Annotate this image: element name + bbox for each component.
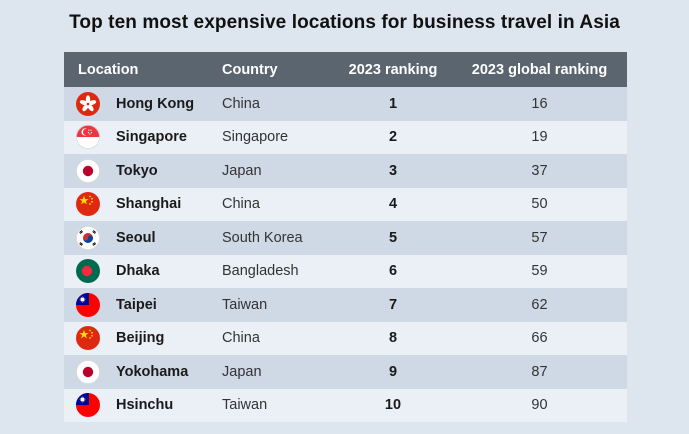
china-flag-icon — [76, 326, 100, 351]
ranking-cell: 9 — [388, 363, 398, 380]
taiwan-flag-icon — [76, 292, 100, 317]
table-header: Location Country 2023 ranking 2023 globa… — [64, 52, 627, 87]
global-ranking-cell: 57 — [531, 229, 548, 246]
table-row: Shanghai China 4 50 — [64, 187, 627, 221]
location-name: Beijing — [116, 330, 165, 347]
country-cell: Taiwan — [222, 296, 268, 313]
location-name: Yokohama — [116, 363, 189, 380]
taiwan-flag-icon — [76, 393, 100, 418]
ranking-cell: 7 — [388, 296, 398, 313]
location-cell: Beijing — [64, 326, 222, 351]
page-title: Top ten most expensive locations for bus… — [69, 12, 620, 33]
japan-flag-icon — [76, 359, 100, 384]
ranking-table: Location Country 2023 ranking 2023 globa… — [64, 52, 627, 422]
global-ranking-cell: 37 — [531, 162, 548, 179]
location-cell: Yokohama — [64, 359, 222, 384]
location-name: Tokyo — [116, 162, 158, 179]
global-ranking-cell: 19 — [531, 129, 548, 146]
japan-flag-icon — [76, 158, 100, 183]
location-cell: Singapore — [64, 125, 222, 150]
table-row: Dhaka Bangladesh 6 59 — [64, 254, 627, 288]
global-ranking-cell: 50 — [531, 196, 548, 213]
header-country: Country — [222, 61, 278, 78]
location-name: Hong Kong — [116, 95, 195, 112]
ranking-cell: 6 — [388, 263, 398, 280]
table-row: Yokohama Japan 9 87 — [64, 355, 627, 389]
table-row: Hsinchu Taiwan 10 90 — [64, 388, 627, 422]
country-cell: China — [222, 95, 260, 112]
header-ranking: 2023 ranking — [348, 61, 438, 78]
global-ranking-cell: 62 — [531, 296, 548, 313]
location-cell: Hsinchu — [64, 393, 222, 418]
location-name: Singapore — [116, 129, 187, 146]
location-name: Dhaka — [116, 263, 160, 280]
south-korea-flag-icon — [76, 225, 100, 250]
table-row: Taipei Taiwan 7 62 — [64, 288, 627, 322]
location-cell: Hong Kong — [64, 91, 222, 116]
table-row: Hong Kong China 1 16 — [64, 87, 627, 121]
ranking-cell: 4 — [388, 196, 398, 213]
ranking-cell: 2 — [388, 129, 398, 146]
location-name: Seoul — [116, 229, 156, 246]
ranking-cell: 10 — [384, 397, 402, 414]
country-cell: China — [222, 196, 260, 213]
ranking-cell: 5 — [388, 229, 398, 246]
ranking-cell: 3 — [388, 162, 398, 179]
location-name: Hsinchu — [116, 397, 174, 414]
location-name: Shanghai — [116, 196, 182, 213]
country-cell: Singapore — [222, 129, 289, 146]
country-cell: Taiwan — [222, 397, 268, 414]
global-ranking-cell: 90 — [531, 397, 548, 414]
ranking-cell: 8 — [388, 330, 398, 347]
table-row: Beijing China 8 66 — [64, 321, 627, 355]
location-cell: Dhaka — [64, 259, 222, 284]
country-cell: Japan — [222, 363, 262, 380]
hong-kong-flag-icon — [76, 91, 100, 116]
table-row: Tokyo Japan 3 37 — [64, 154, 627, 188]
table-row: Seoul South Korea 5 57 — [64, 221, 627, 255]
country-cell: China — [222, 330, 260, 347]
header-location: Location — [78, 61, 139, 78]
header-global-ranking: 2023 global ranking — [471, 61, 608, 78]
china-flag-icon — [76, 192, 100, 217]
location-cell: Taipei — [64, 292, 222, 317]
ranking-cell: 1 — [388, 95, 398, 112]
country-cell: South Korea — [222, 229, 303, 246]
bangladesh-flag-icon — [76, 259, 100, 284]
location-name: Taipei — [116, 296, 157, 313]
global-ranking-cell: 66 — [531, 330, 548, 347]
global-ranking-cell: 87 — [531, 363, 548, 380]
table-body: Hong Kong China 1 16 Singapore Singapore… — [64, 87, 627, 422]
location-cell: Seoul — [64, 225, 222, 250]
country-cell: Japan — [222, 162, 262, 179]
global-ranking-cell: 16 — [531, 95, 548, 112]
location-cell: Tokyo — [64, 158, 222, 183]
country-cell: Bangladesh — [222, 263, 299, 280]
location-cell: Shanghai — [64, 192, 222, 217]
global-ranking-cell: 59 — [531, 263, 548, 280]
table-row: Singapore Singapore 2 19 — [64, 120, 627, 154]
singapore-flag-icon — [76, 125, 100, 150]
